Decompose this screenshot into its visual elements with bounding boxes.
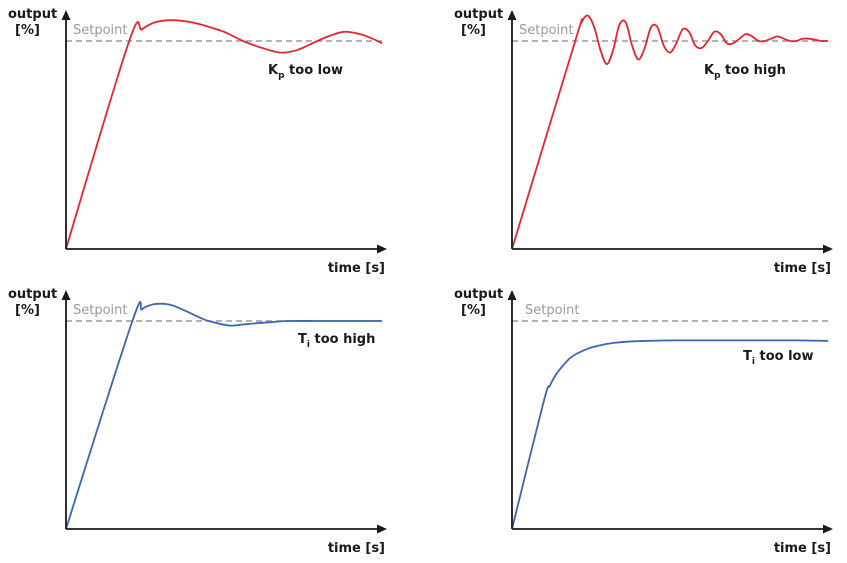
x-axis-label: time [s] <box>328 541 385 556</box>
response-curve <box>511 14 829 250</box>
y-axis-arrow <box>61 10 71 20</box>
y-axis-label-line1: output <box>8 287 57 302</box>
annotation-text: too low <box>755 349 814 364</box>
panel-ti-too-high: output [%] Setpoint time [s] Ti too high <box>8 287 387 556</box>
y-axis-label-line1: output <box>8 7 57 22</box>
y-axis-label-line2: [%] <box>461 303 486 318</box>
annotation-subscript: i <box>752 357 755 367</box>
annotation-symbol: T <box>743 349 752 364</box>
y-axis-label-line2: [%] <box>15 303 40 318</box>
panel-ti-too-low: output [%] Setpoint time [s] Ti too low <box>454 287 833 556</box>
curve-annotation: Kp too low <box>268 63 343 81</box>
annotation-subscript: p <box>278 71 285 81</box>
curve-annotation: Kp too high <box>704 63 786 81</box>
annotation-symbol: K <box>704 63 715 78</box>
x-axis-label: time [s] <box>774 261 831 276</box>
annotation-symbol: T <box>298 332 307 347</box>
annotation-symbol: K <box>268 63 279 78</box>
annotation-text: too low <box>285 63 344 78</box>
panel-kp-too-high: output [%] Setpoint time [s] Kp too high <box>454 7 833 276</box>
curve-annotation: Ti too high <box>298 332 375 350</box>
y-axis-arrow <box>61 290 71 300</box>
x-axis-label: time [s] <box>328 261 385 276</box>
response-curve <box>65 19 383 250</box>
annotation-subscript: i <box>307 340 310 350</box>
annotation-subscript: p <box>714 71 721 81</box>
setpoint-label: Setpoint <box>519 23 574 38</box>
y-axis-arrow <box>507 10 517 20</box>
y-axis-arrow <box>507 290 517 300</box>
annotation-text: too high <box>310 332 375 347</box>
setpoint-label: Setpoint <box>525 303 580 318</box>
y-axis-label-line1: output <box>454 7 503 22</box>
annotation-text: too high <box>721 63 786 78</box>
x-axis-arrow <box>377 524 387 534</box>
response-curve <box>511 339 829 530</box>
curve-annotation: Ti too low <box>743 349 814 367</box>
x-axis-label: time [s] <box>774 541 831 556</box>
panel-kp-too-low: output [%] Setpoint time [s] Kp too low <box>8 7 387 276</box>
setpoint-label: Setpoint <box>73 303 128 318</box>
y-axis-label-line2: [%] <box>461 23 486 38</box>
x-axis-arrow <box>377 244 387 254</box>
x-axis-arrow <box>823 524 833 534</box>
y-axis-label-line1: output <box>454 287 503 302</box>
setpoint-label: Setpoint <box>73 23 128 38</box>
response-curve <box>65 301 382 530</box>
y-axis-label-line2: [%] <box>15 23 40 38</box>
x-axis-arrow <box>823 244 833 254</box>
